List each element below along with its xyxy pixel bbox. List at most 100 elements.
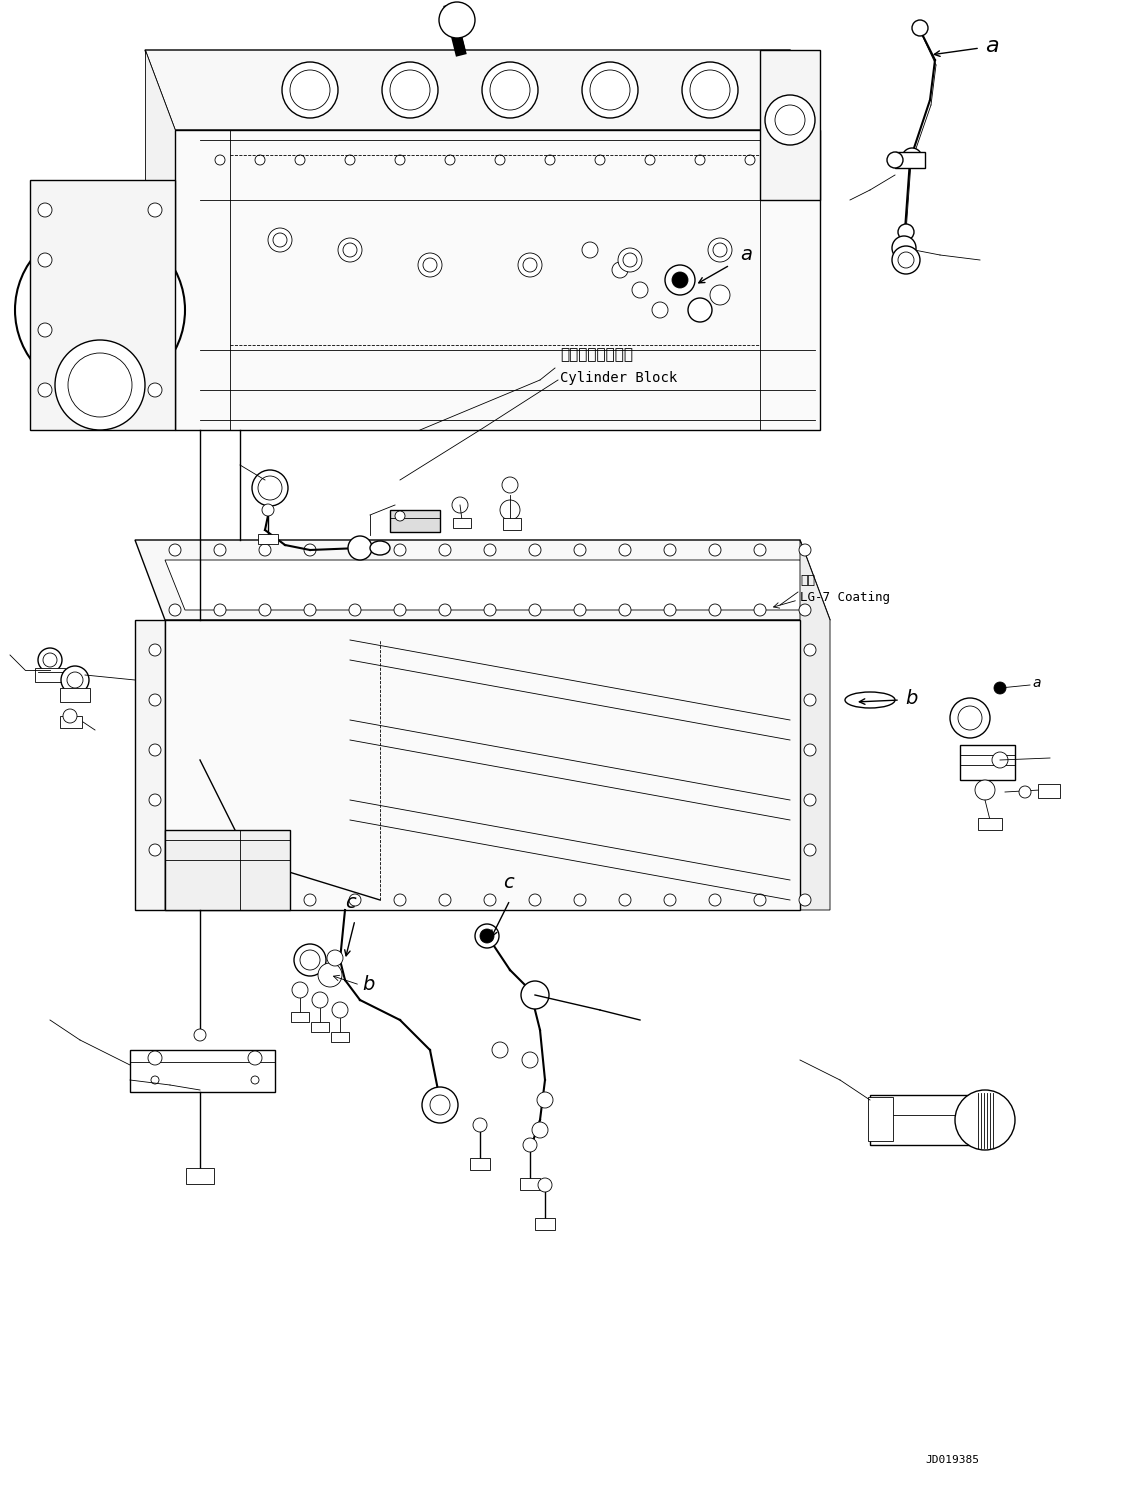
Circle shape (652, 303, 668, 318)
Bar (186, 1167, 214, 1184)
Bar (960, 746, 1015, 780)
Circle shape (892, 236, 916, 259)
Circle shape (67, 353, 131, 417)
Circle shape (590, 70, 630, 110)
Circle shape (382, 63, 438, 118)
Circle shape (312, 992, 328, 1008)
Circle shape (259, 544, 271, 556)
Circle shape (799, 604, 812, 616)
Bar (1038, 784, 1060, 798)
Circle shape (618, 248, 642, 271)
Circle shape (645, 155, 655, 166)
Circle shape (149, 844, 161, 856)
Text: シリンダブロック: シリンダブロック (560, 347, 633, 362)
Circle shape (522, 1053, 538, 1068)
Circle shape (623, 253, 637, 267)
Circle shape (483, 544, 496, 556)
Circle shape (259, 895, 271, 907)
Bar (895, 152, 925, 168)
Circle shape (169, 544, 181, 556)
Circle shape (796, 155, 805, 166)
Circle shape (912, 19, 928, 36)
Circle shape (169, 895, 181, 907)
Circle shape (620, 895, 631, 907)
Circle shape (664, 604, 676, 616)
Text: JD019385: JD019385 (925, 1455, 980, 1466)
Circle shape (473, 1118, 487, 1132)
Text: Cylinder Block: Cylinder Block (560, 371, 678, 385)
Circle shape (665, 265, 695, 295)
Circle shape (149, 744, 161, 756)
Bar (520, 1178, 539, 1190)
Circle shape (582, 242, 598, 258)
Circle shape (215, 155, 225, 166)
Bar (130, 1050, 275, 1091)
Circle shape (754, 895, 766, 907)
Text: b: b (362, 975, 375, 994)
Circle shape (620, 544, 631, 556)
Circle shape (80, 291, 120, 330)
Circle shape (495, 155, 505, 166)
Text: a: a (740, 246, 752, 264)
Circle shape (61, 666, 89, 693)
Text: b: b (905, 689, 918, 708)
Circle shape (418, 253, 442, 277)
Circle shape (151, 1077, 159, 1084)
Circle shape (38, 253, 51, 267)
Circle shape (695, 155, 705, 166)
Circle shape (690, 70, 730, 110)
Circle shape (214, 604, 226, 616)
Circle shape (331, 1002, 347, 1018)
Bar (503, 517, 521, 529)
Polygon shape (30, 180, 175, 429)
Circle shape (149, 693, 161, 707)
Circle shape (521, 981, 549, 1009)
Circle shape (582, 63, 638, 118)
Circle shape (709, 895, 721, 907)
Circle shape (349, 544, 361, 556)
Circle shape (304, 544, 315, 556)
Circle shape (15, 225, 185, 395)
Polygon shape (135, 620, 165, 910)
Circle shape (347, 535, 371, 561)
Circle shape (349, 604, 361, 616)
Bar (258, 534, 278, 544)
Circle shape (529, 544, 541, 556)
Circle shape (251, 1077, 259, 1084)
Text: LG-7 Coating: LG-7 Coating (800, 592, 890, 604)
Circle shape (451, 497, 467, 513)
Circle shape (439, 604, 451, 616)
Circle shape (430, 1094, 450, 1115)
Circle shape (804, 795, 816, 807)
Circle shape (898, 224, 914, 240)
Circle shape (35, 245, 165, 376)
Bar (868, 1097, 893, 1141)
Circle shape (709, 604, 721, 616)
Circle shape (713, 243, 727, 256)
Circle shape (482, 63, 538, 118)
Circle shape (255, 155, 265, 166)
Circle shape (518, 253, 542, 277)
Circle shape (612, 262, 628, 277)
Polygon shape (175, 130, 820, 429)
Bar (535, 1218, 555, 1230)
Circle shape (754, 544, 766, 556)
Circle shape (531, 1123, 547, 1138)
Circle shape (523, 1138, 537, 1153)
Circle shape (147, 1051, 162, 1065)
Circle shape (395, 155, 405, 166)
Circle shape (304, 604, 315, 616)
Bar (291, 1012, 309, 1021)
Circle shape (898, 252, 914, 268)
Circle shape (775, 104, 805, 136)
Text: a: a (985, 36, 999, 57)
Circle shape (395, 511, 405, 520)
Circle shape (422, 1087, 458, 1123)
Bar (59, 687, 90, 702)
Polygon shape (790, 51, 820, 429)
Bar (311, 1021, 329, 1032)
Circle shape (349, 895, 361, 907)
Circle shape (258, 476, 282, 499)
Polygon shape (760, 51, 820, 200)
Bar (470, 1159, 490, 1170)
